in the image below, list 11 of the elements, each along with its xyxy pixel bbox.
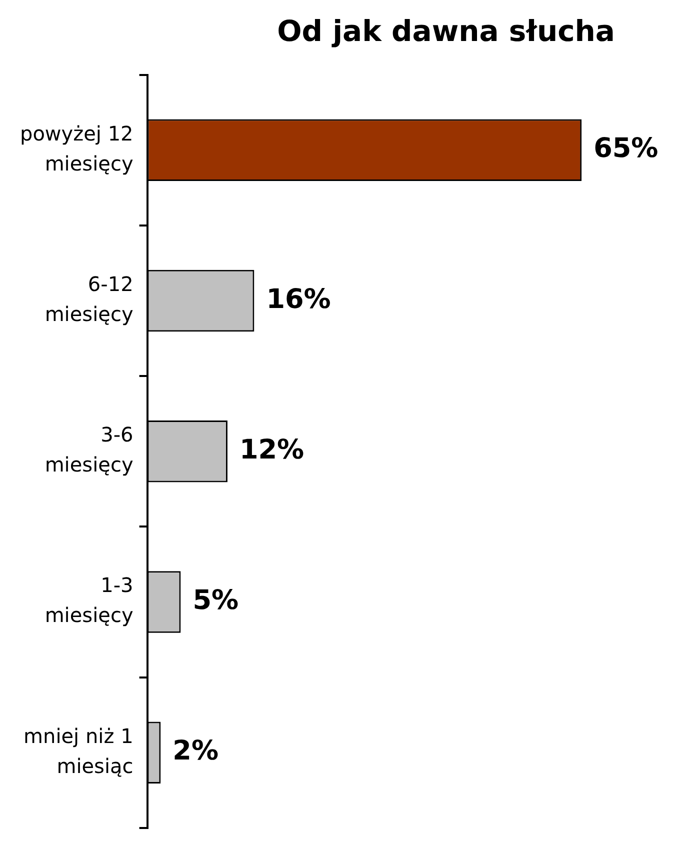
data-label: 2% [172, 736, 218, 767]
y-tick-label: 6-12 miesięcy [44, 272, 134, 326]
data-label: 16% [266, 284, 331, 315]
y-tick-label: 1-3 miesięcy [44, 573, 134, 628]
data-label: 65% [594, 133, 658, 164]
data-label: 12% [239, 434, 304, 466]
y-tick-label: mniej niż 1 miesiąc [24, 724, 134, 778]
y-tick-label: 3-6 miesięcy [44, 422, 134, 477]
chart-title: Od jak dawna słucha [277, 14, 615, 48]
data-label: 5% [192, 585, 239, 616]
y-tick-label: powyżej 12 miesięcy [20, 121, 134, 176]
